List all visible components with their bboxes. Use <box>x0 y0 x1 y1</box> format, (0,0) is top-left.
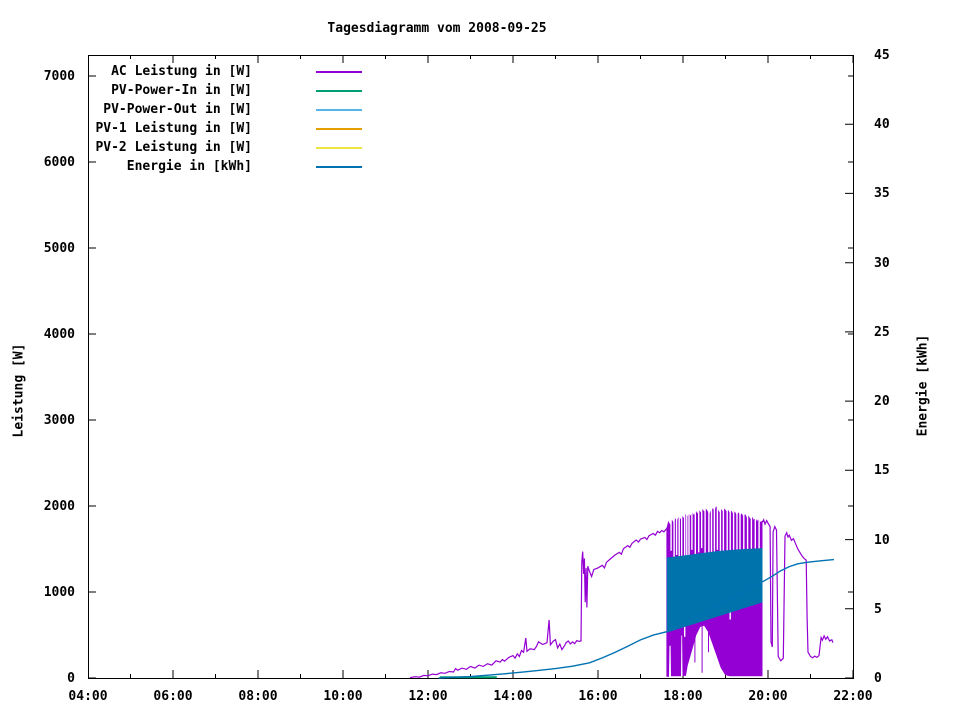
y-right-tick-label: 10 <box>874 532 890 548</box>
ac-leistung-line-pre <box>409 528 668 679</box>
x-tick-label: 18:00 <box>663 689 703 704</box>
x-tick-label: 22:00 <box>833 689 873 704</box>
y-right-tick-label: 5 <box>874 601 882 617</box>
energie-line <box>438 558 834 679</box>
legend-label: PV-2 Leistung in [W] <box>95 140 252 155</box>
x-tick-label: 14:00 <box>493 689 533 704</box>
chart-title: Tagesdiagramm vom 2008-09-25 <box>327 21 547 36</box>
legend-line-sample <box>316 165 362 168</box>
y-left-tick-label: 3000 <box>43 412 75 428</box>
legend-row: PV-Power-Out in [W] <box>88 100 362 119</box>
plot-area <box>88 55 854 679</box>
x-tick-label: 10:00 <box>323 689 363 704</box>
legend-row: PV-Power-In in [W] <box>88 81 362 100</box>
legend-line-sample <box>316 146 362 149</box>
legend-label: AC Leistung in [W] <box>111 64 252 79</box>
x-tick-label: 12:00 <box>408 689 448 704</box>
chart-legend: AC Leistung in [W] PV-Power-In in [W] PV-P… <box>88 62 362 176</box>
y-axis-label-right: Energie [kWh] <box>915 334 931 437</box>
x-tick-label: 08:00 <box>238 689 278 704</box>
x-tick-label: 16:00 <box>578 689 618 704</box>
legend-line-sample <box>316 127 362 130</box>
y-left-tick-label: 4000 <box>43 326 75 342</box>
y-left-tick-label: 7000 <box>43 68 75 84</box>
y-right-tick-label: 45 <box>874 48 890 63</box>
x-tick-label: 04:00 <box>68 689 108 704</box>
y-right-tick-label: 30 <box>874 255 890 271</box>
y-right-tick-label: 25 <box>874 324 890 340</box>
legend-row: PV-2 Leistung in [W] <box>88 138 362 157</box>
legend-label: PV-Power-In in [W] <box>111 83 252 98</box>
y-right-tick-label: 35 <box>874 186 890 202</box>
y-axis-label-left: Leistung [W] <box>11 343 27 438</box>
y-right-tick-label: 40 <box>874 117 890 133</box>
legend-line-sample <box>316 108 362 111</box>
legend-label: PV-Power-Out in [W] <box>103 102 252 117</box>
legend-line-sample <box>316 89 362 92</box>
legend-label: Energie in [kWh] <box>126 159 252 174</box>
legend-row: AC Leistung in [W] <box>88 62 362 81</box>
ac-leistung-line-post <box>761 518 834 662</box>
x-tick-label: 06:00 <box>153 689 193 704</box>
legend-row: Energie in [kWh] <box>88 157 362 176</box>
y-left-tick-label: 0 <box>67 671 75 686</box>
y-right-tick-label: 0 <box>874 671 882 686</box>
x-tick-label: 20:00 <box>748 689 788 704</box>
y-left-tick-label: 1000 <box>43 584 75 600</box>
y-left-tick-label: 5000 <box>43 240 75 256</box>
y-left-tick-label: 6000 <box>43 154 75 170</box>
y-right-tick-label: 20 <box>874 394 890 410</box>
y-right-tick-label: 15 <box>874 463 890 479</box>
pv-dense-block <box>666 548 763 633</box>
legend-row: PV-1 Leistung in [W] <box>88 119 362 138</box>
ac-band-hair-lines <box>694 617 709 673</box>
legend-line-sample <box>316 70 362 73</box>
legend-label: PV-1 Leistung in [W] <box>95 121 252 136</box>
y-left-tick-label: 2000 <box>43 498 75 514</box>
